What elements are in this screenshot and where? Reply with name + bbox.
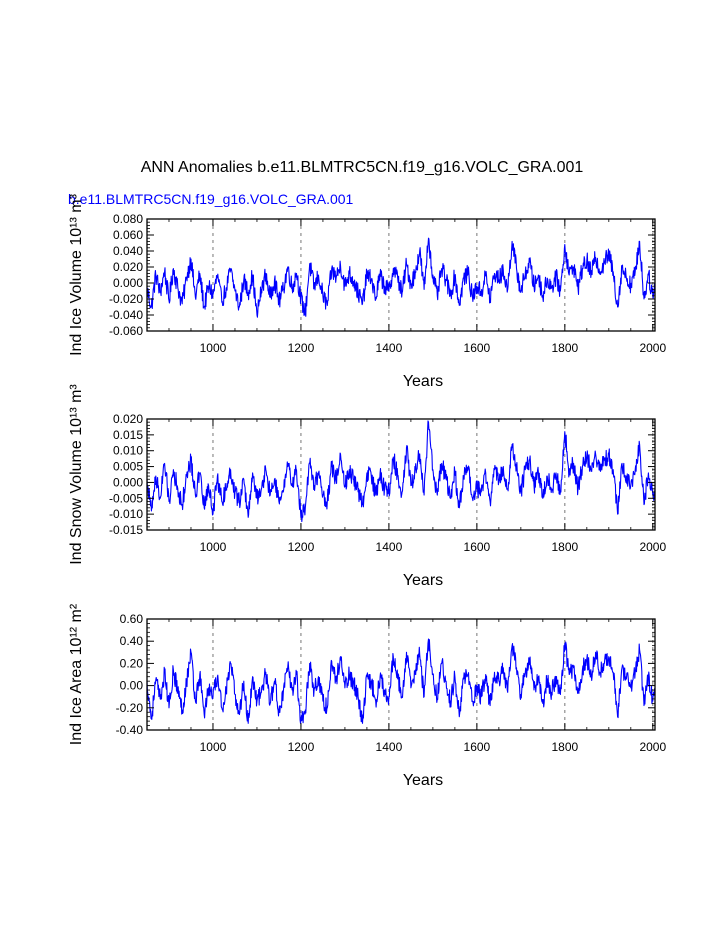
series-line [146, 638, 656, 724]
series-line [146, 420, 656, 523]
x-tick-label: 1800 [551, 540, 578, 554]
y-tick-label: 0.015 [113, 428, 143, 442]
x-tick-label: 1000 [200, 341, 227, 355]
y-axis-label: Ind Ice Volume 10¹³ m³ [68, 193, 85, 356]
plot-frame [146, 618, 656, 731]
y-tick-label: 0.020 [113, 260, 143, 274]
y-tick-label: -0.20 [116, 701, 144, 715]
y-tick-label: 0.020 [113, 412, 143, 426]
x-tick-label: 1600 [464, 341, 491, 355]
y-tick-label: 0.000 [113, 475, 143, 489]
plot-frame [146, 218, 656, 332]
x-axis-label: Years [403, 572, 443, 589]
x-tick-label: 1400 [376, 540, 403, 554]
x-tick-label: 1400 [376, 740, 403, 754]
x-tick-label: 1800 [551, 740, 578, 754]
y-tick-label: -0.060 [109, 324, 143, 338]
panel-ice-area: -0.40 -0.20 0.00 0.20 0.40 0.60 1000 1200 1400 16… [68, 603, 666, 789]
y-tick-label: 0.00 [120, 679, 144, 693]
x-axis-label: Years [403, 373, 443, 390]
figure-title: ANN Anomalies b.e11.BLMTRC5CN.f19_g16.VO… [141, 159, 584, 176]
y-tick-label: 0.010 [113, 444, 143, 458]
y-tick-label: 0.40 [120, 634, 144, 648]
y-tick-label: -0.015 [109, 523, 143, 537]
y-tick-label: -0.005 [109, 491, 143, 505]
x-tick-label: 1200 [288, 341, 315, 355]
x-tick-label: 1400 [376, 341, 403, 355]
y-axis-label: Ind Ice Area 10¹² m² [68, 603, 85, 745]
x-tick-label: 1600 [464, 540, 491, 554]
x-tick-label: 2000 [639, 341, 666, 355]
x-tick-label: 1200 [288, 540, 315, 554]
y-tick-label: 0.20 [120, 656, 144, 670]
series-line [146, 237, 656, 318]
series-label: b.e11.BLMTRC5CN.f19_g16.VOLC_GRA.001 [68, 191, 354, 207]
x-tick-label: 1800 [551, 341, 578, 355]
x-tick-label: 2000 [639, 740, 666, 754]
y-tick-label: 0.005 [113, 460, 143, 474]
y-tick-label: 0.040 [113, 244, 143, 258]
x-tick-label: 1000 [200, 540, 227, 554]
y-tick-label: 0.080 [113, 212, 143, 226]
x-tick-label: 1200 [288, 740, 315, 754]
y-tick-label: -0.040 [109, 308, 143, 322]
plot-frame [146, 418, 656, 531]
x-tick-label: 1000 [200, 740, 227, 754]
y-tick-label: -0.020 [109, 292, 143, 306]
x-tick-label: 1600 [464, 740, 491, 754]
y-tick-label: -0.010 [109, 507, 143, 521]
x-axis-label: Years [403, 772, 443, 789]
y-tick-label: 0.060 [113, 228, 143, 242]
y-tick-label: 0.60 [120, 612, 144, 626]
panel-ice-volume: -0.060 -0.040 -0.020 0.000 0.020 0.040 0.060 0.… [68, 193, 666, 390]
x-tick-label: 2000 [639, 540, 666, 554]
y-tick-label: 0.000 [113, 276, 143, 290]
y-axis-label: Ind Snow Volume 10¹³ m³ [68, 384, 85, 565]
y-tick-label: -0.40 [116, 723, 144, 737]
